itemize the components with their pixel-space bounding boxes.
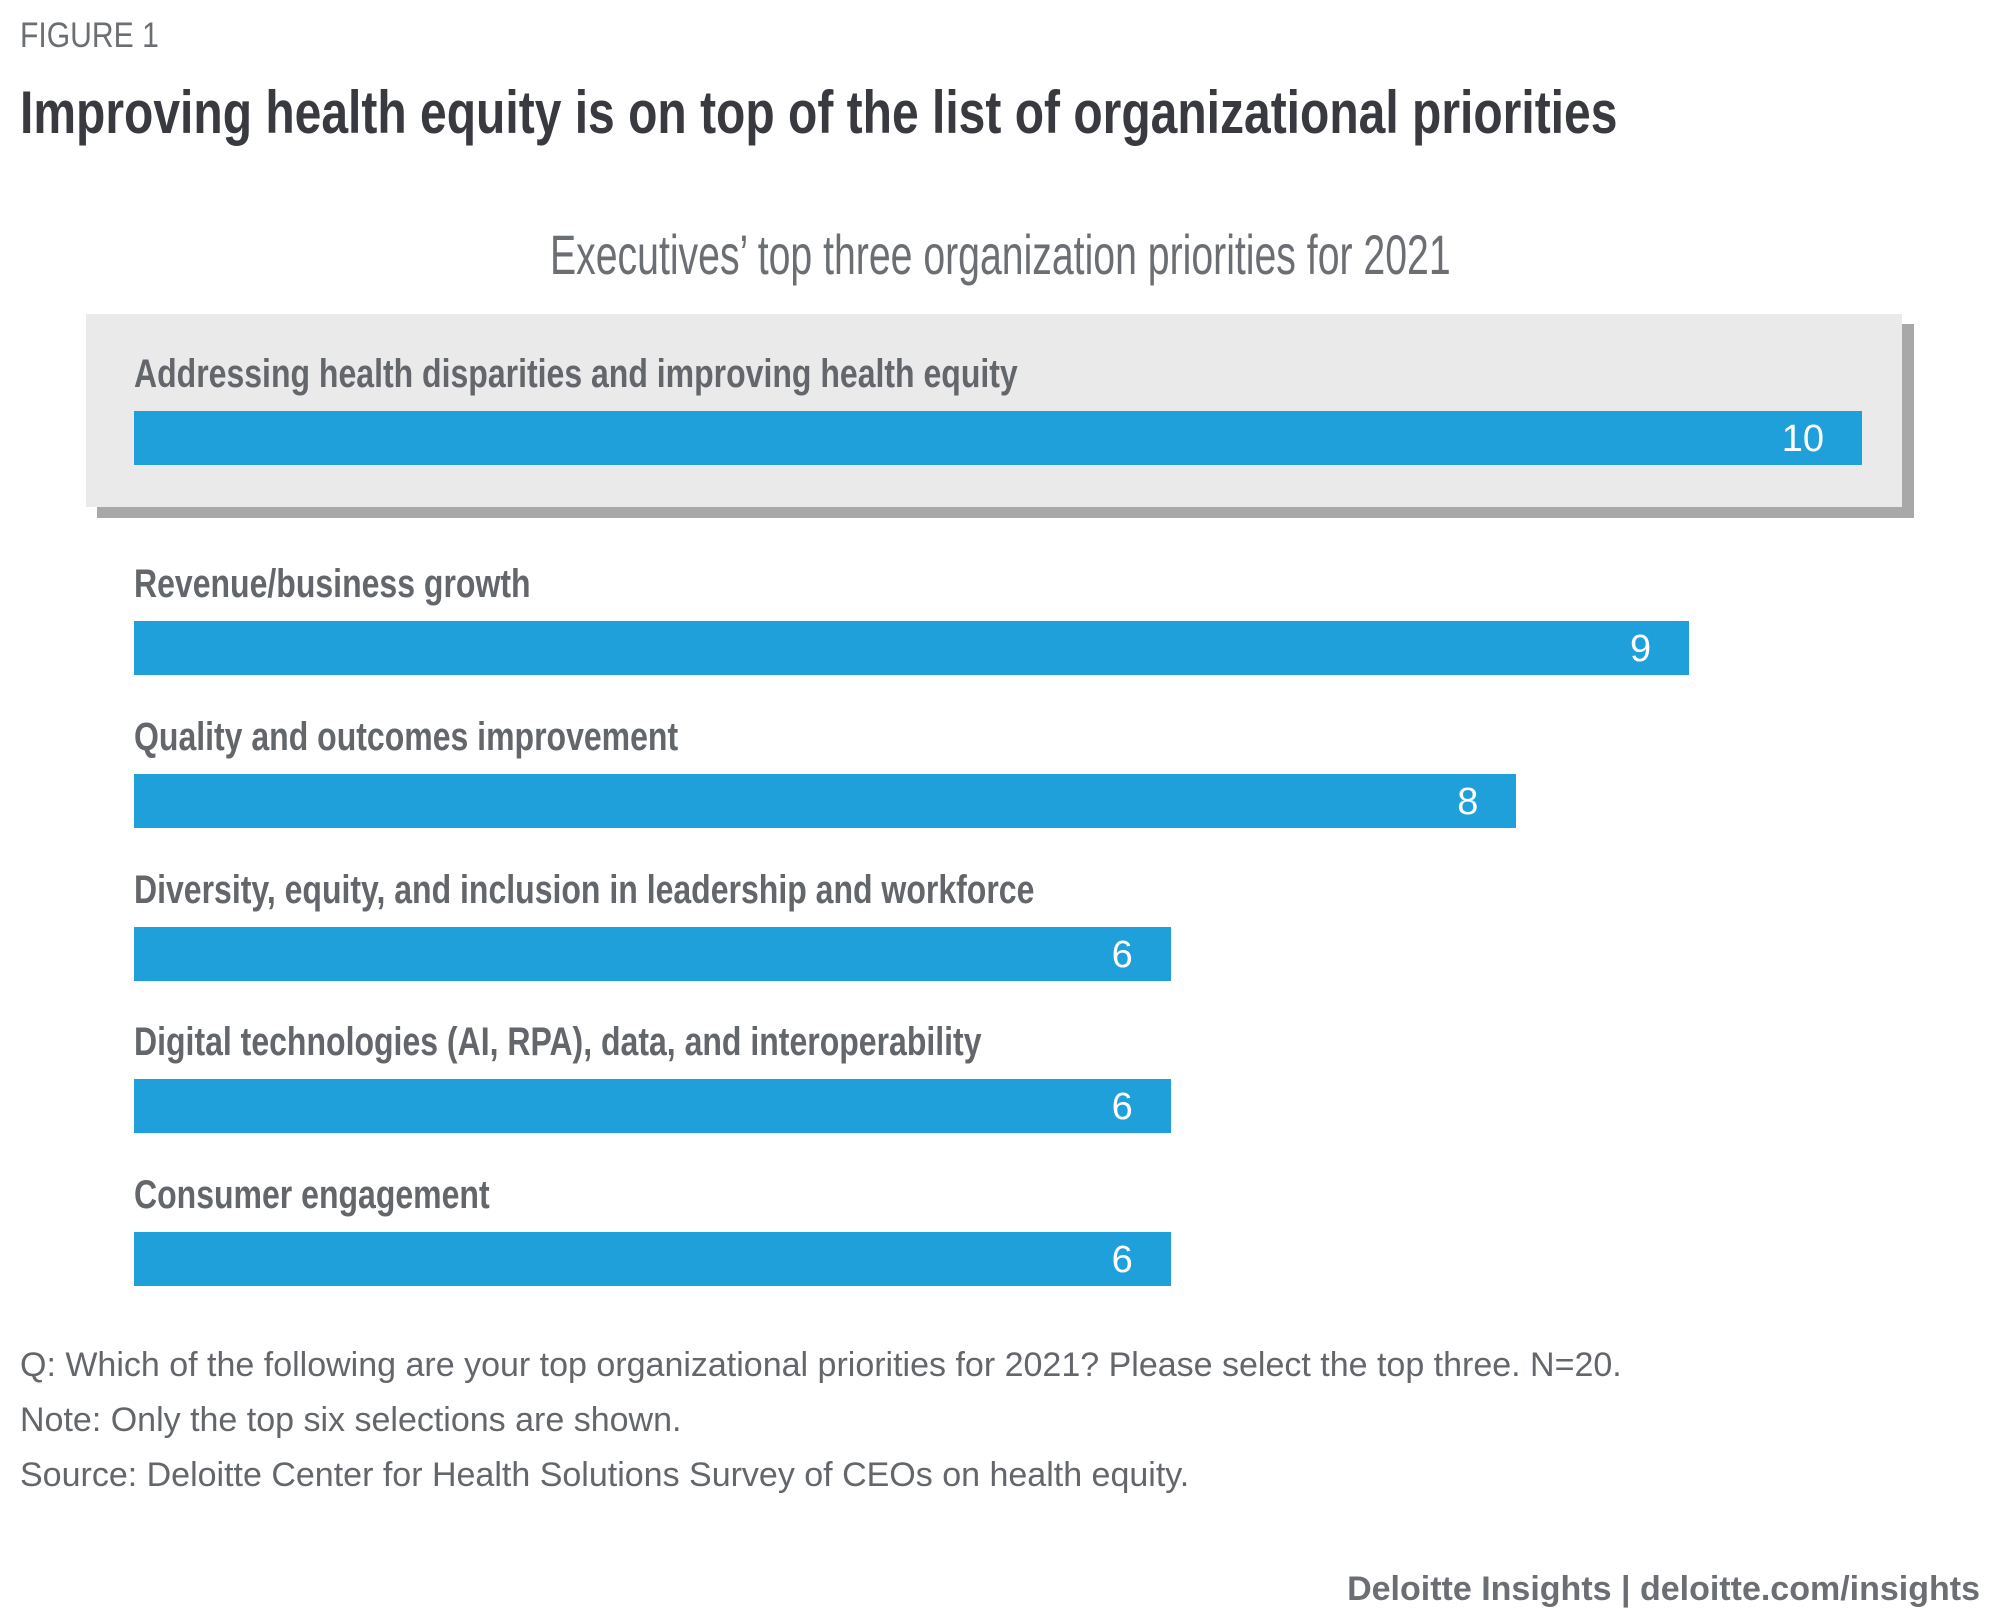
footer-credit: Deloitte Insights | deloitte.com/insight… <box>1347 1570 1980 1608</box>
bar-value-label: 9 <box>1630 628 1652 670</box>
bar-category-label: Quality and outcomes improvement <box>134 715 679 759</box>
bar: 8 <box>134 774 1517 828</box>
question-note: Q: Which of the following are your top o… <box>20 1346 1622 1384</box>
chart-title: Executives’ top three organization prior… <box>0 222 2000 287</box>
figure-label: FIGURE 1 <box>20 16 159 55</box>
bar-value-label: 8 <box>1457 781 1479 823</box>
highlight-box <box>86 314 1902 507</box>
bar-value-label: 6 <box>1111 934 1133 976</box>
bar: 6 <box>134 1079 1171 1133</box>
source-note: Source: Deloitte Center for Health Solut… <box>20 1456 1190 1494</box>
bar-value-label: 6 <box>1111 1086 1133 1128</box>
bar-category-label: Revenue/business growth <box>134 562 531 606</box>
bar: 6 <box>134 1232 1171 1286</box>
note-text: Note: Only the top six selections are sh… <box>20 1401 682 1439</box>
bar: 10 <box>134 411 1862 465</box>
bar-category-label: Digital technologies (AI, RPA), data, an… <box>134 1020 982 1064</box>
bar-category-label: Consumer engagement <box>134 1173 490 1217</box>
bar-value-label: 6 <box>1111 1239 1133 1281</box>
bar: 6 <box>134 927 1171 981</box>
bar-value-label: 10 <box>1781 418 1824 460</box>
bar-category-label: Diversity, equity, and inclusion in lead… <box>134 868 1035 912</box>
chart-title-text: Executives’ top three organization prior… <box>549 223 1451 286</box>
bar-category-label: Addressing health disparities and improv… <box>134 352 1018 396</box>
bar: 9 <box>134 621 1690 675</box>
page-title: Improving health equity is on top of the… <box>20 79 1618 146</box>
